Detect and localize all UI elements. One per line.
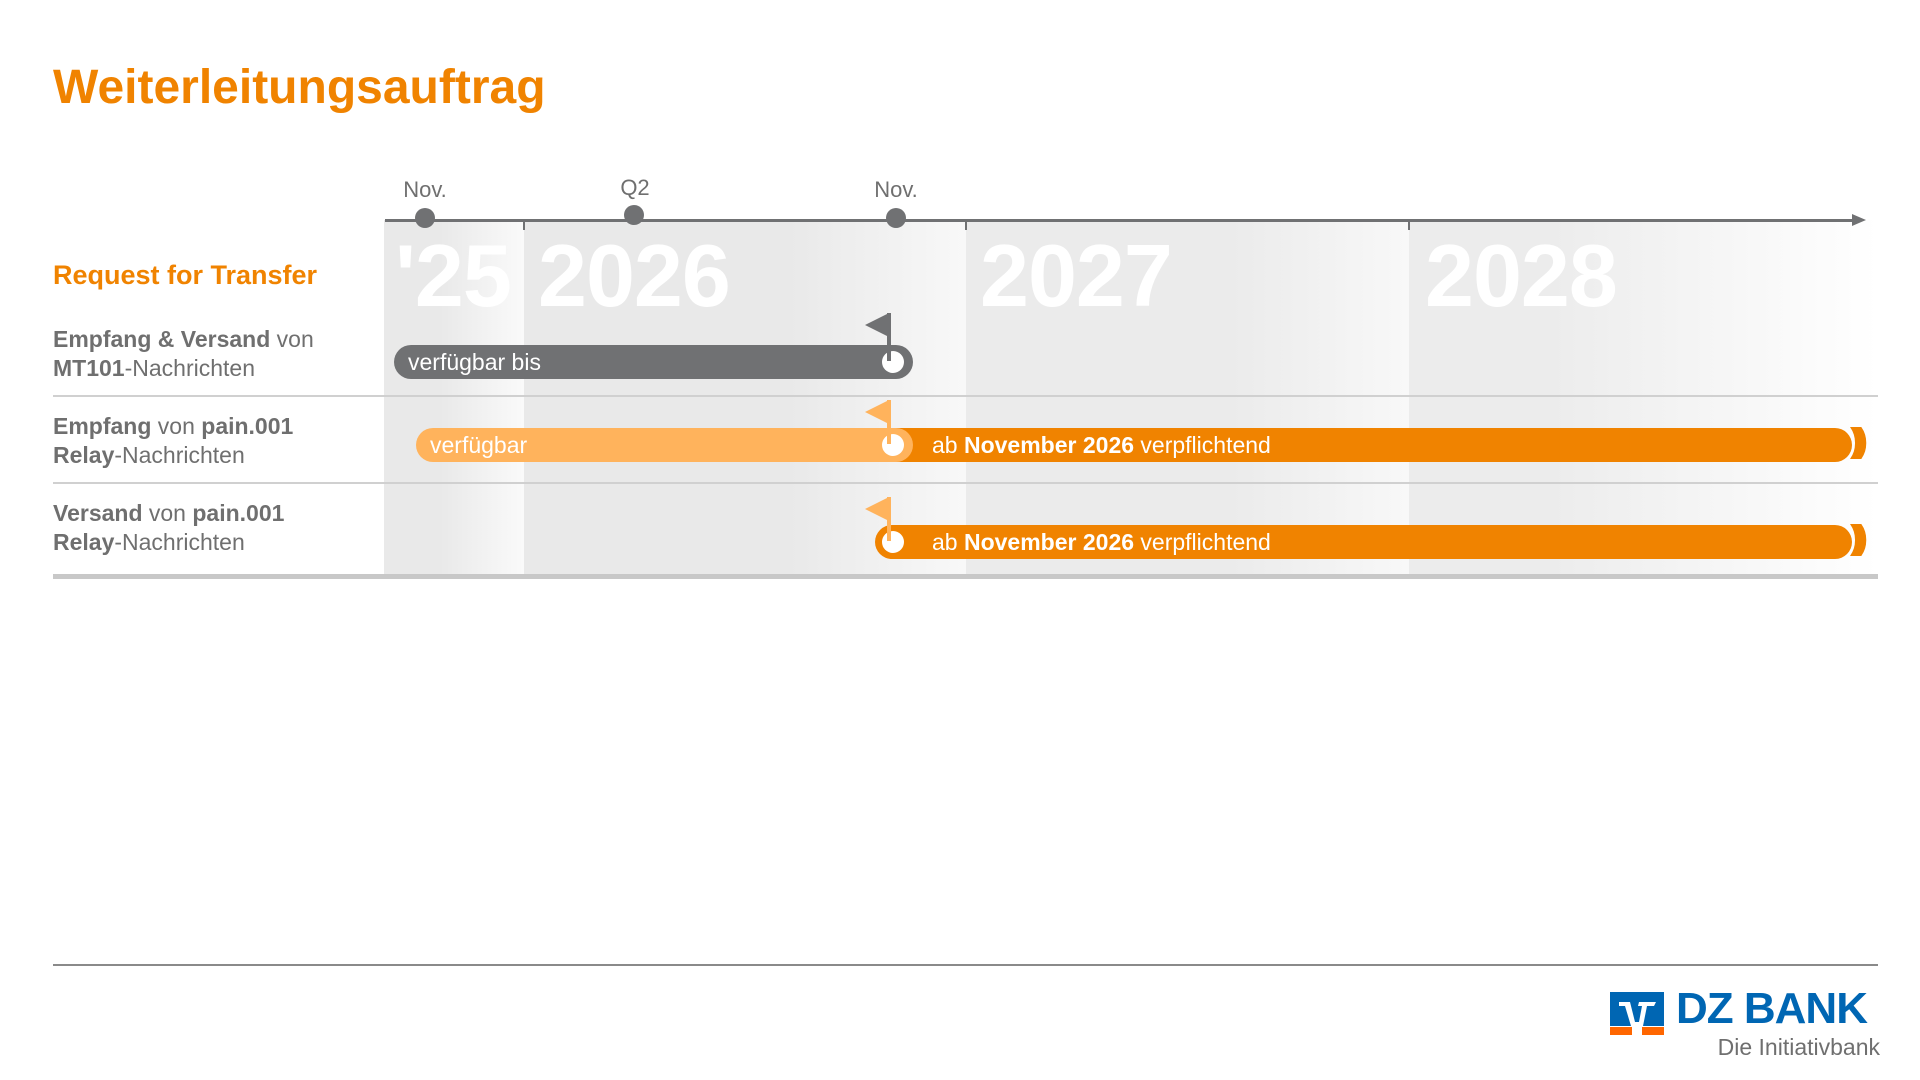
flag-icon — [865, 313, 889, 337]
label-bold: Relay — [53, 442, 115, 468]
clock-icon — [882, 434, 904, 456]
label-bold: Empfang — [53, 413, 152, 439]
clock-icon — [882, 531, 904, 553]
label-text: von — [270, 326, 314, 352]
label-text: -Nachrichten — [124, 355, 255, 381]
bar-text-post: verpflichtend — [1134, 432, 1271, 458]
year-column-2025 — [384, 220, 524, 575]
label-bold: pain.001 — [201, 413, 294, 439]
milestone-label: Nov. — [874, 177, 918, 202]
milestone-dot — [886, 208, 906, 228]
footer-divider — [53, 964, 1878, 966]
row-separator — [53, 482, 1878, 484]
row-label: Empfang von pain.001 Relay-Nachrichten — [53, 412, 293, 470]
year-column-2026 — [524, 220, 966, 575]
timeline-axis — [385, 219, 1855, 222]
year-label-2025: '25 — [395, 226, 512, 325]
flag-icon — [887, 400, 891, 444]
year-tick — [965, 220, 967, 230]
label-bold: Empfang & Versand — [53, 326, 271, 352]
flag-icon — [887, 497, 891, 541]
bar-text: verfügbar — [430, 432, 528, 458]
year-column-2028 — [1409, 220, 1878, 575]
section-heading: Request for Transfer — [53, 260, 318, 290]
label-text: -Nachrichten — [114, 442, 245, 468]
bar-text-bold: November 2026 — [963, 432, 1135, 458]
bar-mt101: verfügbar bis — [394, 345, 913, 379]
bar-text: verfügbar bis — [408, 349, 541, 375]
bar-text-bold: November 2026 — [963, 529, 1135, 555]
bar-text-pre: ab — [932, 529, 964, 555]
label-bold: MT101 — [53, 355, 125, 381]
continuation-icon: ))) — [1850, 519, 1868, 557]
bar-mandatory: ab November 2026 verpflichtend — [870, 428, 1852, 462]
year-label-2027: 2027 — [980, 226, 1173, 325]
milestone-dot — [415, 208, 435, 228]
milestone-label: Q2 — [620, 175, 650, 200]
label-bold: Versand — [53, 500, 143, 526]
bar-available: verfügbar — [416, 428, 913, 462]
bar-text-post: verpflichtend — [1134, 529, 1271, 555]
flag-icon — [865, 497, 889, 521]
flag-icon — [887, 313, 891, 361]
table-bottom-border — [53, 574, 1878, 579]
dz-bank-logo: DZ BANK Die Initiativbank — [1610, 984, 1880, 1060]
label-bold: pain.001 — [192, 500, 285, 526]
page-title: Weiterleitungsauftrag — [53, 61, 546, 114]
milestone-label: Nov. — [403, 177, 447, 202]
flag-icon — [865, 400, 889, 424]
label-text: von — [151, 413, 202, 439]
clock-icon — [882, 351, 904, 373]
year-tick — [1408, 220, 1410, 230]
year-label-2028: 2028 — [1425, 226, 1618, 325]
row-separator — [53, 395, 1878, 397]
label-bold: Relay — [53, 529, 115, 555]
logo-tagline: Die Initiativbank — [1717, 1034, 1880, 1060]
year-tick — [523, 220, 525, 230]
row-label: Empfang & Versand von MT101-Nachrichten — [53, 325, 314, 383]
label-text: von — [142, 500, 193, 526]
milestone-dot — [624, 205, 644, 225]
year-label-2026: 2026 — [538, 226, 731, 325]
bar-mandatory: ab November 2026 verpflichtend — [875, 525, 1852, 559]
axis-arrow-icon — [1852, 214, 1866, 226]
dz-bank-logo-mark — [1610, 992, 1664, 1035]
continuation-icon: ))) — [1850, 422, 1868, 460]
row-label: Versand von pain.001 Relay-Nachrichten — [53, 499, 284, 557]
bar-text-pre: ab — [932, 432, 964, 458]
label-text: -Nachrichten — [114, 529, 245, 555]
year-column-2027 — [966, 220, 1409, 575]
logo-wordmark: DZ BANK — [1676, 984, 1868, 1033]
